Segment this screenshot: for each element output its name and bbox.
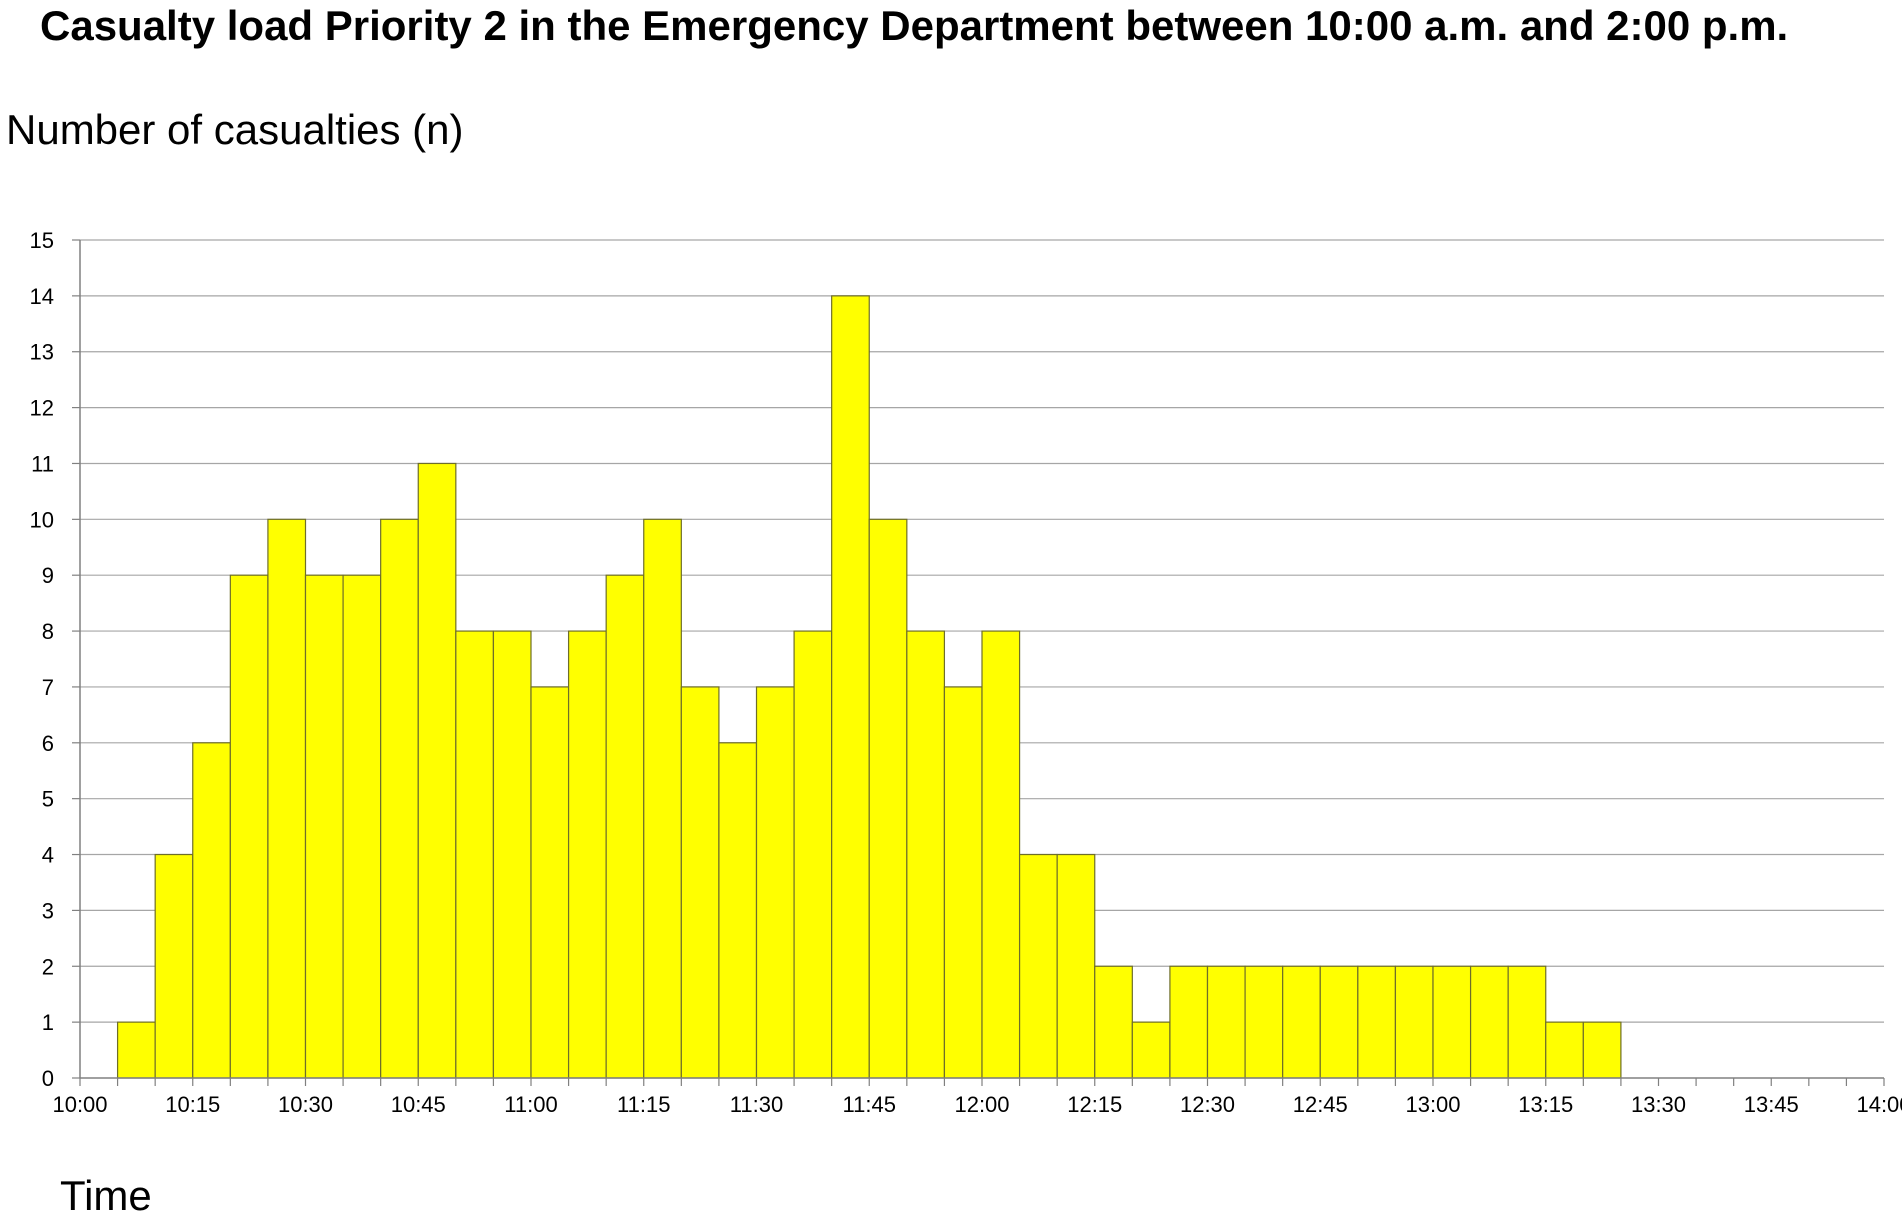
bar	[1018, 853, 1058, 1079]
x-tick-label: 11:45	[843, 1092, 896, 1117]
x-tick-label: 10:00	[52, 1092, 107, 1117]
y-tick-label: 0	[42, 1066, 54, 1091]
bar	[981, 630, 1021, 1079]
bar	[530, 686, 570, 1079]
y-tick-label: 13	[30, 340, 54, 365]
y-tick-label: 14	[30, 284, 54, 309]
bar	[1244, 965, 1284, 1079]
x-tick-label: 10:45	[391, 1092, 446, 1117]
bar	[1394, 965, 1434, 1079]
bar	[304, 574, 344, 1079]
bar	[1545, 1021, 1584, 1079]
bar	[229, 574, 269, 1079]
bar	[718, 742, 758, 1079]
bar	[1582, 1021, 1622, 1079]
y-tick-label: 15	[30, 228, 54, 253]
bar	[1056, 853, 1096, 1079]
y-tick-label: 6	[42, 731, 54, 756]
x-tick-label: 14:00	[1856, 1092, 1902, 1117]
bar	[1131, 1021, 1171, 1079]
bar	[1169, 965, 1209, 1079]
bar	[793, 630, 833, 1079]
y-tick-label: 9	[42, 563, 54, 588]
bar	[455, 630, 495, 1079]
x-tick-label: 11:15	[617, 1092, 670, 1117]
bar	[567, 630, 607, 1079]
chart-title: Casualty load Priority 2 in the Emergenc…	[40, 2, 1789, 49]
bar	[1507, 965, 1547, 1079]
x-tick-label: 11:30	[730, 1092, 783, 1117]
x-tick-label: 12:15	[1067, 1092, 1122, 1117]
axes	[72, 239, 1885, 1086]
y-tick-label: 4	[42, 843, 54, 868]
bar	[755, 686, 795, 1079]
x-axis-label: Time	[60, 1172, 152, 1219]
bar	[116, 1021, 156, 1079]
bar	[417, 462, 457, 1079]
bar	[380, 518, 419, 1079]
bar	[906, 630, 946, 1079]
y-tick-label: 5	[42, 787, 54, 812]
x-tick-label: 12:45	[1293, 1092, 1348, 1117]
x-tick-label: 13:15	[1518, 1092, 1573, 1117]
bar	[643, 518, 682, 1079]
y-tick-label: 8	[42, 619, 54, 644]
bar	[192, 742, 231, 1079]
bar	[267, 518, 307, 1079]
bar	[1469, 965, 1509, 1079]
bar	[605, 574, 645, 1079]
x-tick-label: 12:30	[1180, 1092, 1235, 1117]
x-tick-label: 12:00	[954, 1092, 1009, 1117]
bar	[1357, 965, 1397, 1079]
bar	[868, 518, 908, 1079]
bar	[342, 574, 382, 1079]
y-tick-label: 7	[42, 675, 54, 700]
x-tick-label: 13:45	[1744, 1092, 1799, 1117]
bar	[831, 295, 870, 1079]
y-tick-label: 12	[30, 396, 54, 421]
bar	[1432, 965, 1472, 1079]
y-tick-label: 10	[30, 507, 54, 532]
y-tick-label: 3	[42, 898, 54, 923]
y-tick-label: 11	[31, 451, 54, 476]
bar	[1319, 965, 1359, 1079]
y-axis-label: Number of casualties (n)	[6, 106, 464, 153]
x-tick-label: 13:30	[1631, 1092, 1686, 1117]
x-tick-label: 10:30	[278, 1092, 333, 1117]
y-tick-label: 1	[42, 1010, 54, 1035]
x-tick-label: 10:15	[165, 1092, 220, 1117]
bar	[1094, 965, 1133, 1079]
bar	[154, 853, 194, 1079]
bar	[492, 630, 532, 1079]
x-tick-label: 13:00	[1405, 1092, 1460, 1117]
bar	[1282, 965, 1321, 1079]
x-tick-labels: 10:00 10:15 10:30 10:45 11:00 11:15 11:30 11:45…	[52, 1092, 1902, 1117]
bar	[1206, 965, 1246, 1079]
y-tick-label: 2	[42, 954, 54, 979]
x-tick-label: 11:00	[504, 1092, 557, 1117]
bar	[680, 686, 720, 1079]
bar	[943, 686, 983, 1079]
